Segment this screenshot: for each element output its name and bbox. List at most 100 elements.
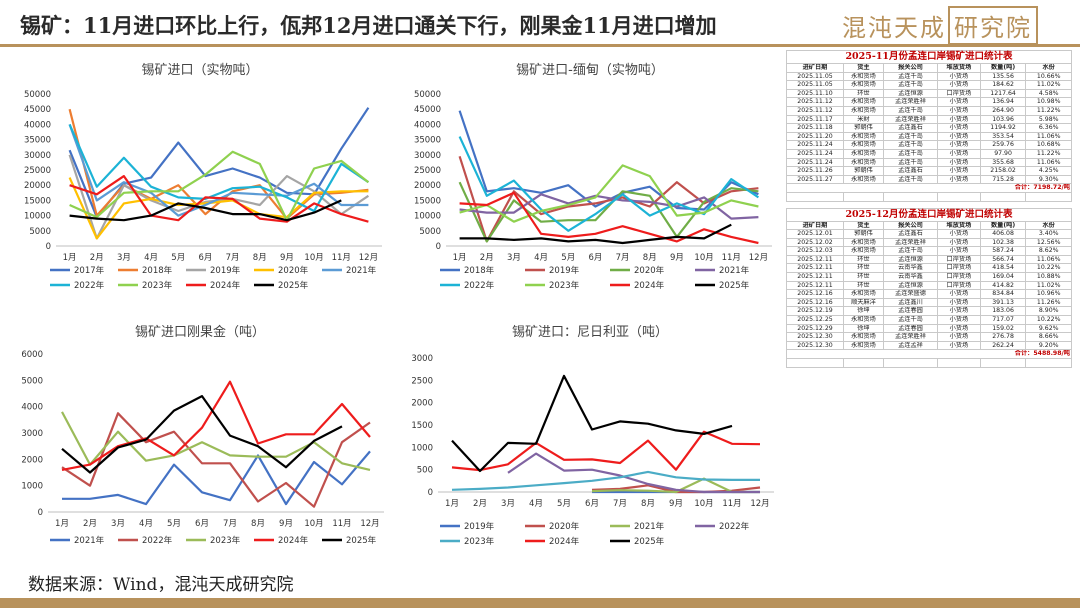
table-empty-row xyxy=(786,191,1072,202)
series-line-2024年 xyxy=(69,175,369,223)
table-cell: 169.04 xyxy=(979,272,1027,282)
y-tick-label: 5000 xyxy=(419,227,441,237)
table-cell: 2025.12.19 xyxy=(786,306,844,317)
series-line-2022年 xyxy=(507,452,760,494)
table-cell: 418.54 xyxy=(979,263,1027,274)
table-cell: 云南华鑫 xyxy=(882,272,939,282)
x-tick-label: 2月 xyxy=(83,519,97,529)
legend-label: 2019年 xyxy=(464,521,495,532)
november-table: 2025-11月份孟连口岸锡矿进口统计表 进矿日期 货主 报关公司 堆放货场 数量(吨)… xyxy=(786,50,1072,202)
table-cell: 小货场 xyxy=(937,105,981,116)
y-tick-label: 45000 xyxy=(414,105,441,115)
table-cell: 2025.11.05 xyxy=(786,71,844,82)
table-cell: 3.40% xyxy=(1025,229,1072,239)
table-cell: 159.02 xyxy=(979,323,1027,334)
table-row: 2025.12.29 徐坤 孟连春园 小货场 159.02 9.62% xyxy=(786,323,1072,334)
table-cell: 孟连鑫石 xyxy=(882,166,939,176)
series-line-2022年 xyxy=(61,412,371,508)
table-cell: 11.02% xyxy=(1025,280,1072,291)
table-cell: 717.07 xyxy=(979,315,1027,325)
y-tick-label: 1500 xyxy=(411,421,433,431)
y-tick-label: 45000 xyxy=(24,105,51,115)
series-line-2022年 xyxy=(458,136,760,232)
series-line-2023年 xyxy=(61,411,371,471)
table-row: 2025.12.11 环世 云南华鑫 口岸货场 418.54 10.22% xyxy=(786,263,1072,274)
y-tick-label: 3000 xyxy=(411,354,433,364)
series-line-2023年 xyxy=(451,470,760,491)
x-tick-label: 7月 xyxy=(223,519,237,529)
chart-nigeria-imports: 锡矿进口：尼日利亚（吨） 0 500 1000 1500 2000 2500 3000 1月 2月… xyxy=(411,325,774,547)
november-table-title: 2025-11月份孟连口岸锡矿进口统计表 xyxy=(786,50,1072,63)
y-tick-label: 30000 xyxy=(414,151,441,161)
port-import-tables: 2025-11月份孟连口岸锡矿进口统计表 进矿日期 货主 报关公司 堆放货场 数量(吨)… xyxy=(786,50,1072,368)
table-cell: 2025.11.24 xyxy=(786,148,844,159)
chart-title: 锡矿进口：尼日利亚（吨） xyxy=(512,325,668,340)
table-cell: 2025.12.16 xyxy=(786,289,844,299)
y-tick-label: 2000 xyxy=(21,455,43,465)
table-cell: 郭朝伟 xyxy=(843,229,884,239)
table-total: 合计：5488.98/吨 xyxy=(786,349,1072,359)
table-cell: 10.96% xyxy=(1025,289,1072,299)
legend-label: 2020年 xyxy=(549,521,580,532)
legend-label: 2025年 xyxy=(346,535,377,546)
table-cell: 口岸货场 xyxy=(937,280,981,291)
table-cell: 259.76 xyxy=(979,140,1027,150)
y-tick-label: 2000 xyxy=(411,399,433,409)
table-cell: 2025.12.11 xyxy=(786,280,844,291)
table-cell: 小货场 xyxy=(937,131,981,142)
table-header-cell: 进矿日期 xyxy=(786,63,844,73)
table-cell: 2025.11.05 xyxy=(786,80,844,90)
x-tick-label: 5月 xyxy=(557,499,571,509)
x-tick-label: 2月 xyxy=(90,253,104,263)
logo-boxed-text: 研究院 xyxy=(948,6,1038,45)
series-line-2023年 xyxy=(459,164,759,223)
table-cell: 2025.11.12 xyxy=(786,105,844,116)
table-cell: 环世 xyxy=(843,280,884,291)
table-cell: 1194.92 xyxy=(979,123,1027,133)
table-cell: 11.06% xyxy=(1025,131,1072,142)
x-tick-label: 11月 xyxy=(332,253,351,263)
y-tick-label: 4000 xyxy=(21,403,43,413)
table-cell: 414.82 xyxy=(979,280,1027,291)
x-tick-label: 7月 xyxy=(616,253,630,263)
series-line-2024年 xyxy=(459,191,759,245)
table-cell: 孟连荣胜祥 xyxy=(882,332,939,342)
table-cell: 米財 xyxy=(843,114,884,125)
table-cell: 孟连千岛 xyxy=(882,71,939,82)
table-header-cell: 报关公司 xyxy=(882,63,939,73)
table-cell: 永和货场 xyxy=(843,157,884,168)
y-tick-label: 30000 xyxy=(24,151,51,161)
y-tick-label: 10000 xyxy=(414,212,441,222)
series-line-2023年 xyxy=(69,150,370,222)
table-cell: 孟连千岛 xyxy=(882,246,939,256)
table-cell: 孟连恒源 xyxy=(882,280,939,291)
x-tick-label: 12月 xyxy=(749,253,768,263)
chart-congo-imports: 锡矿进口刚果金（吨） 0 1000 2000 3000 4000 5000 6000 1月 2月 3… xyxy=(21,324,384,546)
table-cell: 孟连鑫川 xyxy=(882,297,939,308)
table-cell: 永和货场 xyxy=(843,140,884,150)
table-cell: 9.62% xyxy=(1025,323,1072,334)
table-cell: 1217.64 xyxy=(979,88,1027,99)
table-cell: 2025.12.03 xyxy=(786,246,844,256)
table-cell: 276.78 xyxy=(979,332,1027,342)
table-cell: 永和货场 xyxy=(843,80,884,90)
table-cell: 永和货场 xyxy=(843,289,884,299)
legend-label: 2023年 xyxy=(210,535,241,546)
table-cell: 永和货场 xyxy=(843,340,884,351)
table-cell: 环世 xyxy=(843,263,884,274)
series-line-2018年 xyxy=(458,110,759,211)
series-line-2025年 xyxy=(69,199,342,222)
table-row: 2025.12.19 徐坤 孟连春园 小货场 183.06 8.90% xyxy=(786,306,1072,317)
table-cell: 2025.11.27 xyxy=(786,174,844,185)
table-header-cell: 报关公司 xyxy=(882,220,939,231)
table-row: 2025.12.30 永和货场 孟连荣胜祥 小货场 276.78 8.66% xyxy=(786,332,1072,342)
y-tick-label: 1000 xyxy=(411,443,433,453)
table-cell: 孟连荣胜祥 xyxy=(882,97,939,107)
legend-label: 2020年 xyxy=(634,265,665,276)
legend-label: 2022年 xyxy=(74,280,105,291)
table-row: 2025.12.16 永和货场 孟连荣盛德 小货场 834.84 10.96% xyxy=(786,289,1072,299)
table-cell: 孟连千岛 xyxy=(882,315,939,325)
table-cell: 11.06% xyxy=(1025,157,1072,168)
table-cell: 小货场 xyxy=(937,157,981,168)
x-tick-label: 9月 xyxy=(280,253,294,263)
